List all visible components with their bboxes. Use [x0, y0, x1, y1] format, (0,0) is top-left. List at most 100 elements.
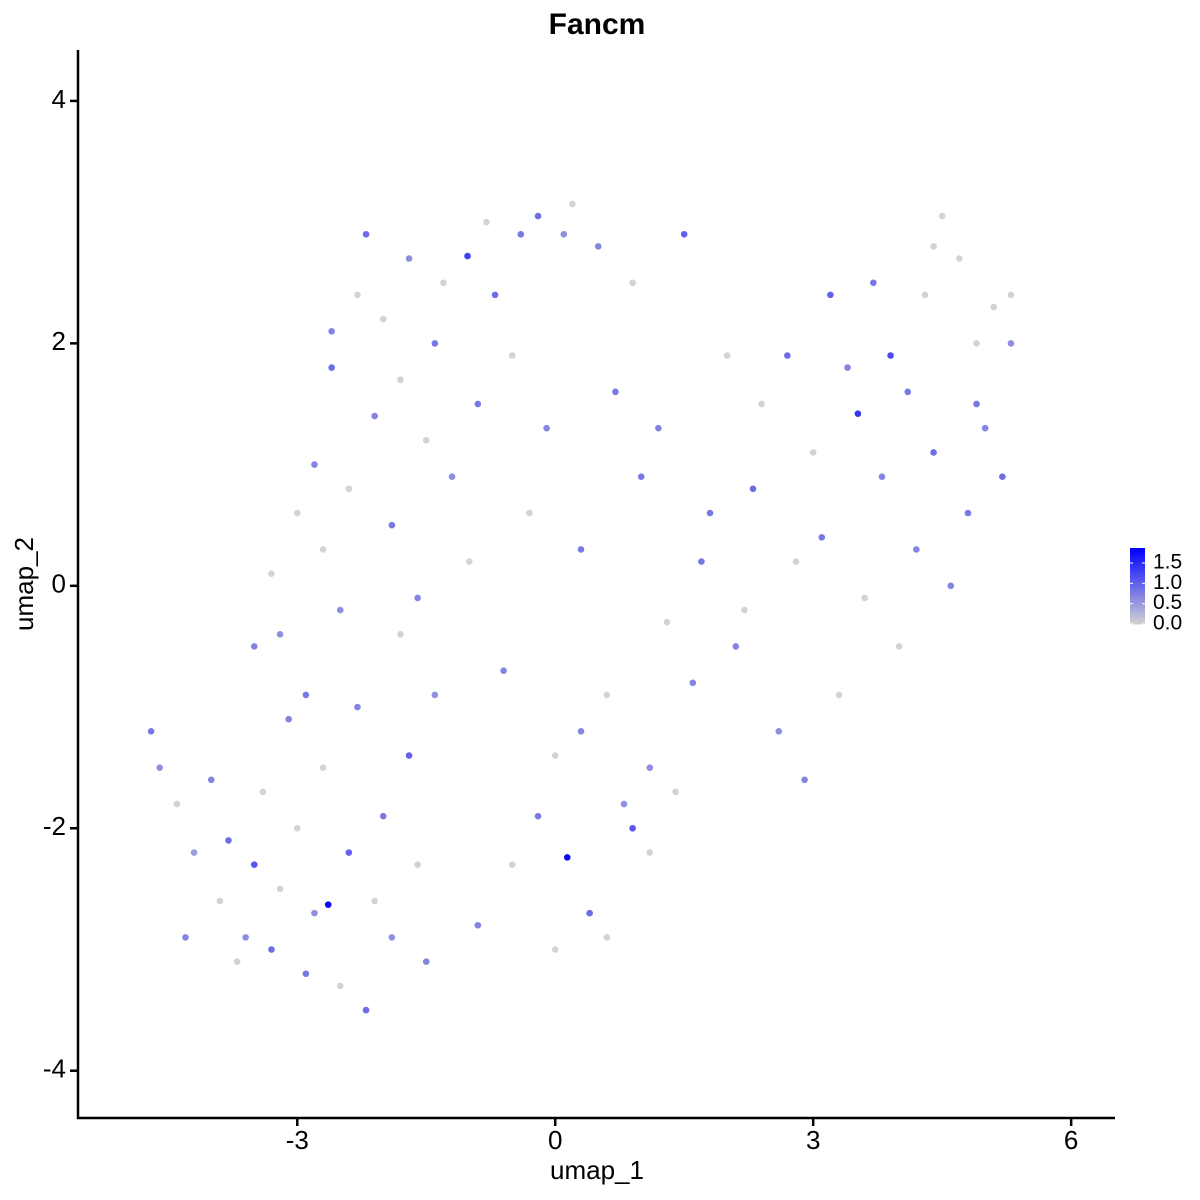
point — [680, 230, 688, 238]
point — [405, 255, 413, 262]
colorbar-segment — [1130, 584, 1145, 587]
colorbar-segment — [1130, 570, 1145, 574]
point — [887, 352, 894, 359]
point — [1007, 291, 1015, 299]
point — [854, 410, 862, 417]
colorbar-segment — [1130, 620, 1145, 623]
point — [947, 582, 955, 590]
colorbar-segment — [1130, 568, 1145, 572]
point — [672, 788, 679, 796]
point — [973, 340, 980, 347]
colorbar-segment — [1130, 599, 1145, 602]
point — [448, 473, 456, 481]
point — [689, 679, 697, 687]
point — [388, 934, 396, 941]
point — [207, 776, 215, 784]
point — [414, 861, 421, 868]
point — [311, 909, 318, 917]
colorbar-segment — [1130, 593, 1145, 596]
point — [870, 279, 877, 287]
point — [362, 1006, 370, 1014]
point — [732, 643, 740, 650]
point — [646, 764, 654, 771]
point — [999, 473, 1006, 481]
colorbar-segment — [1130, 580, 1145, 583]
point — [354, 703, 361, 711]
chart-title: Fancm — [549, 8, 646, 41]
point — [336, 606, 344, 614]
point — [973, 400, 980, 408]
point — [302, 970, 310, 978]
point — [551, 752, 559, 759]
colorbar-segment — [1130, 601, 1145, 604]
point — [646, 849, 654, 856]
colorbar-segment — [1130, 606, 1145, 610]
x-tick-label: 6 — [1064, 1125, 1078, 1155]
point — [818, 534, 826, 541]
point — [319, 764, 327, 771]
colorbar-segment — [1130, 589, 1145, 593]
point — [431, 691, 439, 699]
point — [431, 340, 439, 347]
point — [293, 509, 301, 517]
colorbar-segment — [1130, 612, 1145, 615]
point — [319, 546, 327, 553]
point — [508, 352, 516, 359]
point — [250, 643, 258, 650]
point — [534, 212, 542, 220]
point — [276, 631, 284, 638]
point — [586, 909, 593, 917]
point — [801, 776, 808, 784]
colorbar-segment — [1130, 548, 1145, 551]
point — [784, 352, 791, 359]
point — [878, 473, 886, 481]
point — [844, 364, 851, 371]
point — [354, 291, 361, 299]
colorbar-segment — [1130, 608, 1145, 612]
point — [921, 291, 929, 299]
point — [242, 934, 249, 941]
colorbar-segment — [1130, 549, 1145, 553]
colorbar-segment — [1130, 605, 1145, 608]
point — [526, 509, 533, 517]
point — [173, 800, 181, 808]
colorbar-tick-label: 1.0 — [1153, 571, 1182, 594]
x-tick-label: 3 — [806, 1125, 820, 1155]
point — [612, 388, 619, 396]
colorbar-segment — [1130, 559, 1145, 562]
point — [233, 958, 241, 965]
point — [328, 327, 335, 335]
colorbar-segment — [1130, 572, 1145, 576]
colorbar-segment — [1130, 618, 1145, 621]
point — [723, 352, 731, 359]
colorbar-tick-label: 0.5 — [1153, 591, 1182, 614]
point — [388, 521, 396, 529]
colorbar-segment — [1130, 610, 1145, 614]
point — [964, 509, 972, 517]
point — [663, 618, 671, 626]
point — [147, 727, 155, 735]
point — [250, 861, 258, 868]
colorbar-segment — [1130, 595, 1145, 598]
point — [775, 727, 783, 735]
point — [809, 449, 817, 456]
point — [268, 946, 275, 953]
point — [543, 424, 550, 432]
point — [268, 570, 275, 577]
x-tick-label: 0 — [548, 1125, 562, 1155]
colorbar-segment — [1130, 553, 1145, 557]
point — [741, 606, 748, 614]
colorbar-segment — [1130, 574, 1145, 577]
point — [405, 752, 413, 759]
point — [603, 691, 611, 699]
point — [861, 594, 869, 602]
point — [362, 230, 370, 238]
point — [1007, 340, 1015, 347]
colorbar-segment — [1130, 565, 1145, 568]
point — [440, 279, 447, 287]
point — [749, 485, 757, 493]
point — [620, 800, 628, 808]
point — [414, 594, 421, 602]
x-tick-label: -3 — [286, 1125, 309, 1155]
